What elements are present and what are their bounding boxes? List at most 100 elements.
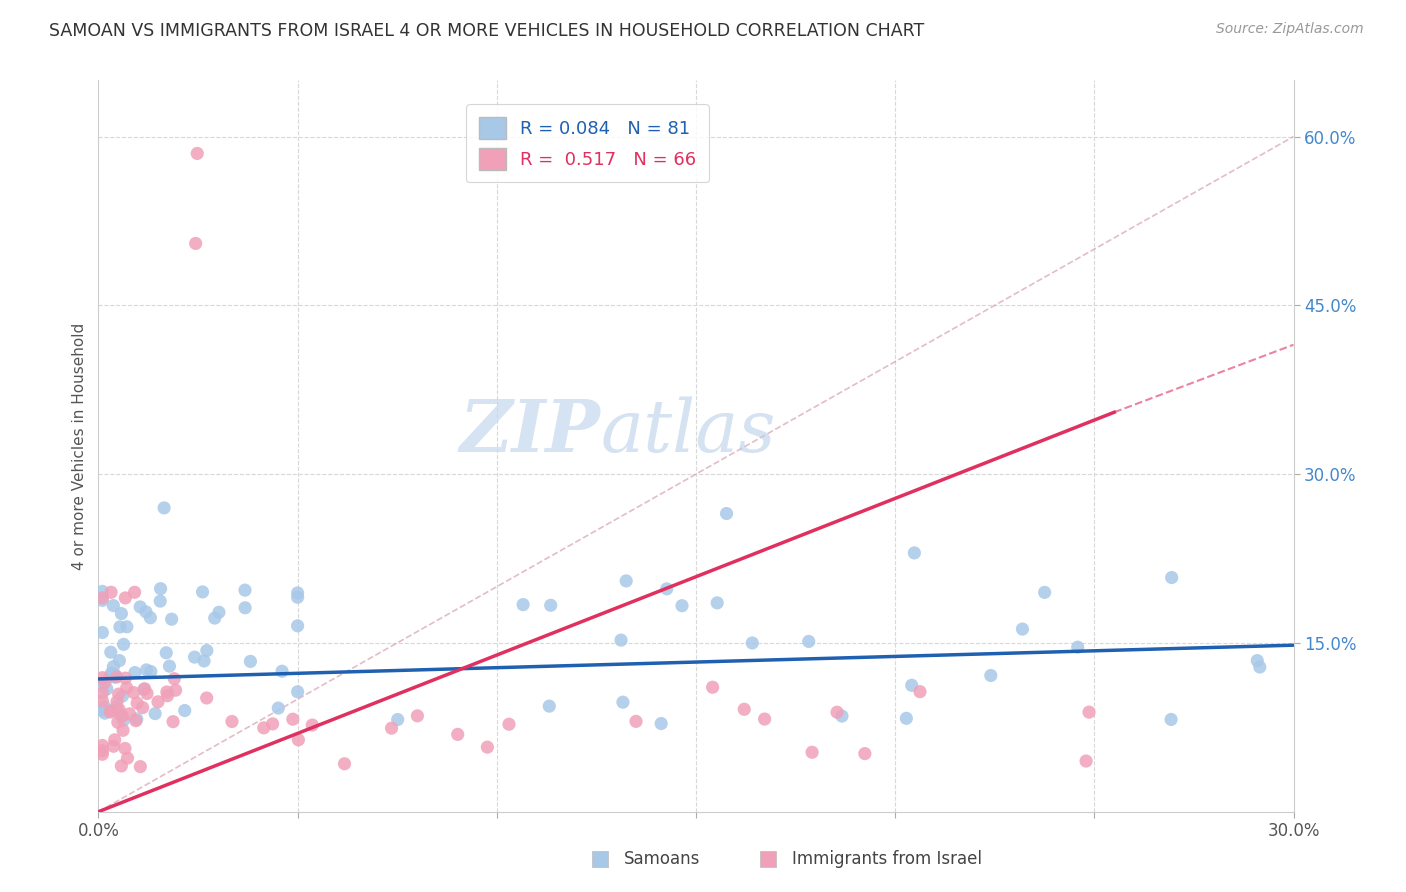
Point [103,739,125,754]
Point [741,636,763,650]
Point [980,668,1002,682]
Point [1078,705,1101,719]
Point [91,679,114,693]
Point [853,747,876,761]
Point [146,695,169,709]
Point [105,695,128,709]
Point [108,654,131,668]
Point [91,694,114,708]
Text: Source: ZipAtlas.com: Source: ZipAtlas.com [1216,22,1364,37]
Point [107,687,129,701]
Point [1249,660,1271,674]
Point [655,582,678,596]
Point [801,745,824,759]
Point [91,739,114,753]
Point [183,650,205,665]
Point [1067,640,1090,655]
Point [98,705,121,719]
Point [149,582,172,596]
Point [91,686,114,700]
Point [112,637,135,651]
Point [195,643,218,657]
Point [287,586,309,600]
Point [124,665,146,680]
Point [387,713,409,727]
Point [107,715,129,730]
Point [114,591,136,605]
Point [100,585,122,599]
Point [262,717,284,731]
Point [233,600,256,615]
Point [900,678,922,692]
Point [139,665,162,679]
Point [112,723,135,738]
Point [477,740,499,755]
Point [125,714,148,728]
Point [173,704,195,718]
Point [129,759,152,773]
Point [165,683,187,698]
Point [112,713,135,727]
Point [103,659,125,673]
Point [191,585,214,599]
Text: SAMOAN VS IMMIGRANTS FROM ISRAEL 4 OR MORE VEHICLES IN HOUSEHOLD CORRELATION CHA: SAMOAN VS IMMIGRANTS FROM ISRAEL 4 OR MO… [49,22,925,40]
Legend: R = 0.084   N = 81, R =  0.517   N = 66: R = 0.084 N = 81, R = 0.517 N = 66 [465,104,709,182]
Point [108,702,131,716]
Point [612,695,634,709]
Point [380,721,402,735]
Point [100,645,122,659]
Point [733,702,755,716]
Point [110,707,132,722]
Point [91,625,114,640]
Point [447,727,470,741]
Point [1246,654,1268,668]
Point [129,599,152,614]
Point [111,689,134,703]
Point [111,709,134,723]
Point [287,685,309,699]
Point [1074,754,1097,768]
Point [159,659,181,673]
Point [104,670,127,684]
Point [903,546,925,560]
Point [104,668,127,682]
Point [134,681,156,696]
Point [153,500,176,515]
Point [114,741,136,756]
Point [91,747,114,762]
Point [287,732,309,747]
Point [100,666,122,681]
Point [333,756,356,771]
Point [281,712,304,726]
Point [110,759,132,773]
Point [127,696,149,710]
Text: Immigrants from Israel: Immigrants from Israel [792,850,981,868]
Point [100,704,122,718]
Point [610,633,633,648]
Point [195,690,218,705]
Point [160,612,183,626]
Point [136,687,159,701]
Point [156,685,179,699]
Point [287,591,309,605]
Point [124,585,146,599]
Point [1160,713,1182,727]
Point [1160,570,1182,584]
Point [91,743,114,757]
Point [155,646,177,660]
Point [1011,622,1033,636]
Point [186,146,208,161]
Point [91,671,114,685]
Point [91,593,114,607]
Point [301,718,323,732]
Point [156,689,179,703]
Point [94,675,117,690]
Point [114,671,136,685]
Point [716,507,738,521]
Point [221,714,243,729]
Point [184,236,207,251]
Point [538,699,561,714]
Point [98,670,121,684]
Point [131,700,153,714]
Point [896,711,918,725]
